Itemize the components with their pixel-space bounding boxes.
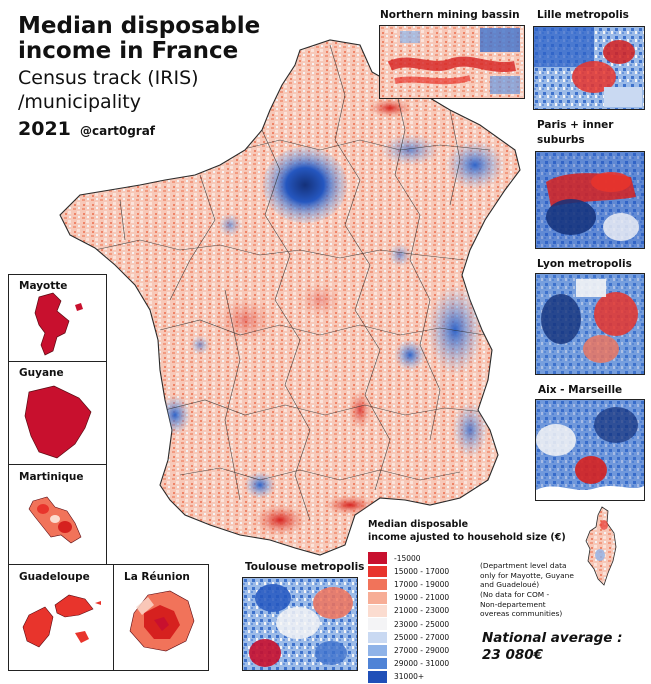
legend-row: -15000 xyxy=(368,552,508,565)
legend-title-1: Median disposable xyxy=(368,519,469,530)
legend-swatch xyxy=(368,644,387,657)
legend-label: 19000 - 21000 xyxy=(394,593,450,603)
map-title-block: Median disposable income in France Censu… xyxy=(18,14,260,139)
inset-la-reunion: La Réunion xyxy=(113,564,209,671)
legend-swatch xyxy=(368,618,387,630)
national-average-value: 23 080€ xyxy=(482,646,544,663)
la-reunion-shape xyxy=(129,590,195,652)
legend-swatch xyxy=(368,552,387,564)
inset-martinique: Martinique xyxy=(8,464,107,566)
legend-label: 21000 - 23000 xyxy=(394,606,450,616)
inset-lyon-map xyxy=(535,273,645,375)
national-average-label: National average : xyxy=(482,630,623,646)
legend-row: 15000 - 17000 xyxy=(368,565,508,578)
note-line: Non-departement xyxy=(480,599,546,609)
legend-title-2: income ajusted to household size (€) xyxy=(368,531,566,543)
inset-label-guadeloupe: Guadeloupe xyxy=(19,571,90,583)
legend: Median disposable income ajusted to hous… xyxy=(368,519,566,684)
legend-swatch xyxy=(368,592,387,604)
title-line-3: Census track (IRIS) xyxy=(18,66,199,89)
legend-row: 25000 - 27000 xyxy=(368,631,508,644)
inset-guadeloupe: Guadeloupe xyxy=(8,564,115,671)
inset-paris-map xyxy=(535,151,645,249)
inset-northern-mining-map xyxy=(379,25,525,99)
note-line: only for Mayotte, Guyane xyxy=(480,570,574,580)
note-line: overeas communities) xyxy=(480,609,563,619)
inset-label-northern-mining: Northern mining bassin xyxy=(380,9,520,21)
inset-guyane: Guyane xyxy=(8,361,107,466)
legend-swatch xyxy=(368,605,387,617)
title-line-2: income in France xyxy=(18,37,239,64)
legend-swatch xyxy=(368,631,387,644)
legend-row: 23000 - 25000 xyxy=(368,618,508,631)
guadeloupe-shape xyxy=(22,594,101,648)
inset-label-lille: Lille metropolis xyxy=(537,9,629,21)
legend-label: 27000 - 29000 xyxy=(394,646,450,656)
note-line: (Department level data xyxy=(480,561,567,570)
inset-mayotte: Mayotte xyxy=(8,274,107,363)
title-author: @cart0graf xyxy=(79,123,156,138)
martinique-shape xyxy=(28,496,82,544)
corsica-map xyxy=(585,506,617,586)
legend-row: 17000 - 19000 xyxy=(368,578,508,591)
inset-label-aix-marseille: Aix - Marseille xyxy=(538,384,623,396)
title-line-4: /municipality xyxy=(18,91,141,114)
data-notes: (Department level data only for Mayotte,… xyxy=(480,561,630,619)
inset-label-la-reunion: La Réunion xyxy=(124,571,190,583)
inset-label-paris-2: suburbs xyxy=(537,134,585,146)
legend-row: 29000 - 31000 xyxy=(368,657,508,670)
legend-label: 15000 - 17000 xyxy=(394,566,450,576)
legend-label: 25000 - 27000 xyxy=(394,632,450,642)
legend-label: 17000 - 19000 xyxy=(394,580,450,590)
note-line: and Guadeloué) xyxy=(480,580,540,590)
inset-toulouse-map xyxy=(242,577,358,671)
inset-label-lyon: Lyon metropolis xyxy=(537,258,632,270)
legend-row: 19000 - 21000 xyxy=(368,591,508,604)
legend-label: 29000 - 31000 xyxy=(394,659,450,669)
national-average: National average : 23 080€ xyxy=(482,630,623,664)
legend-swatch xyxy=(368,657,387,670)
title-year: 2021 xyxy=(18,117,71,140)
legend-row: 27000 - 29000 xyxy=(368,644,508,657)
inset-label-guyane: Guyane xyxy=(19,367,64,379)
legend-label: 23000 - 25000 xyxy=(394,619,450,629)
inset-label-mayotte: Mayotte xyxy=(19,280,68,292)
inset-label-paris-1: Paris + inner xyxy=(537,119,614,131)
legend-swatch xyxy=(368,565,387,578)
legend-label: -15000 xyxy=(394,553,421,563)
mayotte-shape xyxy=(34,292,83,356)
inset-aix-marseille-map xyxy=(535,399,645,501)
inset-label-toulouse: Toulouse metropolis xyxy=(245,561,365,573)
legend-classes: -15000 15000 - 17000 17000 - 19000 19000… xyxy=(368,552,508,684)
inset-lille-map xyxy=(533,26,645,110)
legend-swatch xyxy=(368,578,387,591)
note-line: (No data for COM - xyxy=(480,589,550,599)
guyane-shape xyxy=(24,385,92,459)
title-line-1: Median disposable xyxy=(18,13,261,39)
legend-row: 21000 - 23000 xyxy=(368,604,508,617)
inset-label-martinique: Martinique xyxy=(19,471,84,483)
